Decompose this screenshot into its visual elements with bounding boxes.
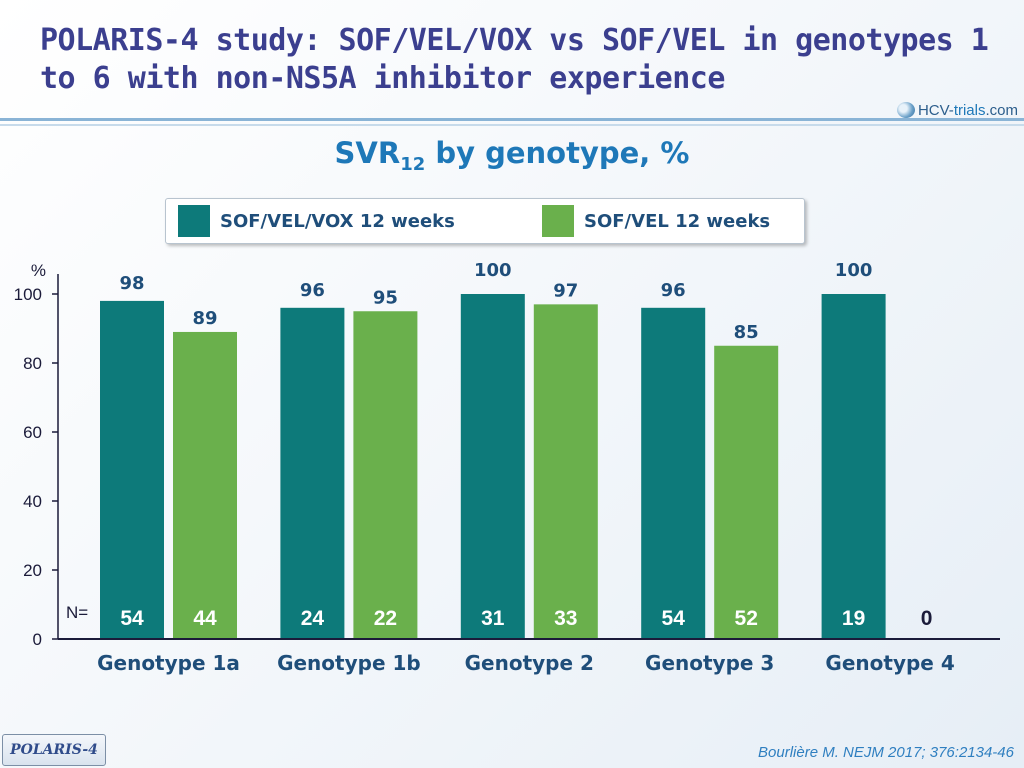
n-count-label: 54 [662,607,686,630]
bar-value-label: 98 [119,273,144,294]
bar [280,307,345,638]
n-prefix: N= [66,603,88,622]
title-divider-secondary [0,124,1024,126]
logo-text: HCV-trials.com [917,101,1018,119]
category-label: Genotype 3 [645,651,774,675]
bar [821,294,886,638]
n-count-label: 33 [554,607,577,630]
n-count-label: 0 [921,607,933,630]
y-tick-label: 80 [23,354,42,373]
legend-swatch-teal [178,205,210,237]
bar-value-label: 100 [835,260,873,281]
bar-value-label: 100 [474,260,512,281]
bar-value-label: 85 [734,322,759,343]
n-count-label: 52 [735,607,758,630]
bar [533,304,598,638]
n-count-label: 44 [193,607,217,630]
y-axis-label: % [31,261,46,280]
n-count-label: 19 [842,607,865,630]
citation: Bourlière M. NEJM 2017; 376:2134-46 [758,744,1014,761]
logo-icon [896,102,915,118]
title-divider [0,118,1024,121]
bar-value-label: 97 [553,280,578,301]
chart-legend: SOF/VEL/VOX 12 weeks SOF/VEL 12 weeks [165,198,805,244]
n-count-label: 22 [374,607,397,630]
bar [460,294,525,638]
legend-item-sof-vel-vox: SOF/VEL/VOX 12 weeks [178,205,455,237]
bar-value-label: 89 [192,308,217,329]
svr-bar-chart: % 0 20 40 60 80 100 N= 98 54 89 44 Genotype 1a 96 24 95… [14,260,1000,675]
bar [100,300,164,638]
hcv-trials-logo: HCV-trials.com [896,98,1018,122]
y-tick-label: 60 [23,423,42,442]
legend-label: SOF/VEL/VOX 12 weeks [220,210,455,232]
bar [714,345,779,638]
legend-item-sof-vel: SOF/VEL 12 weeks [542,205,770,237]
bar [173,331,237,638]
chart-subtitle: SVR12 by genotype, % [334,136,690,175]
n-count-label: 24 [301,607,325,630]
bar-value-label: 95 [373,287,398,308]
study-badge: POLARIS-4 [2,734,106,766]
legend-swatch-green [542,205,574,237]
bar [641,307,706,638]
n-count-label: 31 [481,607,505,630]
n-count-label: 54 [120,607,144,630]
bar-value-label: 96 [661,280,686,301]
category-label: Genotype 4 [825,651,954,675]
bar-value-label: 96 [300,280,325,301]
y-tick-label: 0 [33,630,42,649]
bar [353,311,418,638]
category-label: Genotype 1a [97,651,240,675]
category-label: Genotype 2 [465,651,594,675]
legend-label: SOF/VEL 12 weeks [584,210,771,232]
category-label: Genotype 1b [277,651,421,675]
slide-title: POLARIS-4 study: SOF/VEL/VOX vs SOF/VEL … [40,23,989,96]
y-tick-label: 40 [23,492,42,511]
y-tick-label: 20 [23,561,42,580]
y-tick-label: 100 [14,285,42,304]
